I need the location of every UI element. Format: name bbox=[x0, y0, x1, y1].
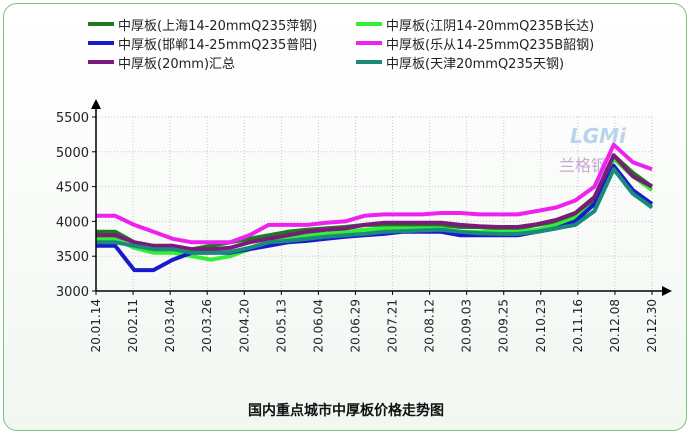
y-tick-label: 4000 bbox=[56, 215, 89, 230]
x-tick-label: 20.01.14 bbox=[89, 299, 103, 352]
y-tick-label: 3500 bbox=[56, 250, 89, 265]
legend-label: 中厚板(天津20mmQ235天钢) bbox=[386, 56, 565, 72]
x-tick-label: 20.09.25 bbox=[497, 299, 511, 352]
x-axis-arrow bbox=[662, 286, 672, 296]
y-tick-label: 5000 bbox=[56, 146, 89, 161]
y-tick-label: 3000 bbox=[56, 285, 89, 300]
x-tick-label: 20.06.29 bbox=[348, 299, 362, 352]
y-axis-arrow bbox=[91, 99, 101, 109]
series-group bbox=[96, 142, 654, 273]
legend-label: 中厚板(乐从14-25mmQ235B韶钢) bbox=[386, 37, 595, 53]
legend-label: 中厚板(上海14-20mmQ235萍钢) bbox=[118, 18, 318, 34]
x-tick-label: 20.03.26 bbox=[200, 299, 214, 352]
chart-title: 国内重点城市中厚板价格走势图 bbox=[248, 403, 444, 419]
axes bbox=[91, 99, 672, 296]
x-axis-ticks: 20.01.14 20.02.11 20.03.04 20.03.26 20.04.20… bbox=[89, 291, 659, 352]
watermark-logo: LGMi 兰格钢 bbox=[559, 124, 627, 175]
legend-swatch bbox=[88, 60, 114, 64]
watermark-logo-text: LGMi bbox=[570, 124, 627, 148]
x-tick-label: 20.07.21 bbox=[386, 299, 400, 352]
legend-item: 中厚板(天津20mmQ235天钢) bbox=[356, 54, 565, 72]
legend-swatch bbox=[356, 60, 382, 64]
x-tick-label: 20.06.04 bbox=[311, 299, 325, 352]
legend-label: 中厚板(20mm)汇总 bbox=[118, 56, 236, 72]
x-tick-label: 20.09.03 bbox=[460, 299, 474, 352]
legend-swatch bbox=[88, 22, 114, 26]
legend-item: 中厚板(乐从14-25mmQ235B韶钢) bbox=[356, 35, 595, 53]
x-tick-label: 20.11.16 bbox=[571, 299, 585, 352]
x-tick-label: 20.04.20 bbox=[237, 299, 251, 352]
watermark-brand-text: 兰格钢 bbox=[559, 156, 607, 175]
chart-frame: LGMi 兰格钢 3000 3500 4000 4500 5000 5500 20.01.… bbox=[3, 3, 687, 431]
legend-label: 中厚板(江阴14-20mmQ235B长达) bbox=[386, 18, 595, 34]
legend-item: 中厚板(上海14-20mmQ235萍钢) bbox=[88, 16, 318, 34]
legend-item: 中厚板(江阴14-20mmQ235B长达) bbox=[356, 16, 595, 34]
series-line bbox=[96, 167, 654, 255]
x-tick-label: 20.10.23 bbox=[534, 299, 548, 352]
line-chart: LGMi 兰格钢 3000 3500 4000 4500 5000 5500 20.01.… bbox=[56, 99, 672, 352]
x-tick-label: 20.03.04 bbox=[163, 299, 177, 352]
x-tick-label: 20.05.13 bbox=[274, 299, 288, 352]
legend-item: 中厚板(20mm)汇总 bbox=[88, 54, 236, 72]
x-tick-label: 20.12.08 bbox=[608, 299, 622, 352]
legend-swatch bbox=[356, 41, 382, 45]
legend-item: 中厚板(邯郸14-25mmQ235普阳) bbox=[88, 35, 318, 53]
x-tick-label: 20.02.11 bbox=[126, 299, 140, 352]
series-line bbox=[96, 153, 653, 252]
legend-swatch bbox=[356, 22, 382, 26]
y-axis-ticks: 3000 3500 4000 4500 5000 5500 bbox=[56, 111, 96, 300]
x-tick-label: 20.08.12 bbox=[423, 299, 437, 352]
y-tick-label: 5500 bbox=[56, 111, 89, 126]
x-tick-label: 20.12.30 bbox=[645, 299, 659, 352]
legend-label: 中厚板(邯郸14-25mmQ235普阳) bbox=[118, 37, 318, 53]
y-tick-label: 4500 bbox=[56, 181, 89, 196]
legend-swatch bbox=[88, 41, 114, 45]
series-line bbox=[96, 142, 653, 245]
